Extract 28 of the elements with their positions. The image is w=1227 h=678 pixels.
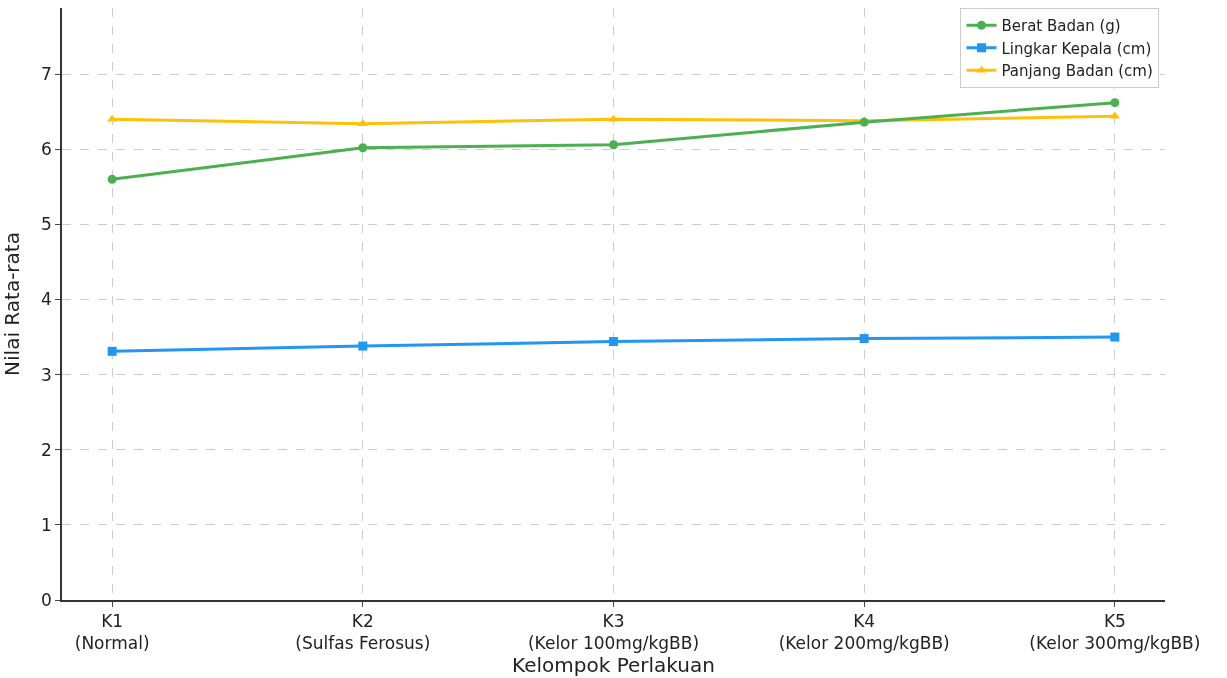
point [859,117,869,127]
x-tick-label: K4 (Kelor 200mg/kgBB) [778,611,950,654]
point [609,337,618,347]
point [609,140,618,150]
y-tick-label: 1 [41,514,52,535]
y-tick-label: 5 [41,214,52,235]
x-tick-label: K1 (Normal) [74,611,150,654]
x-tick-label: K2 (Sulfas Ferosus) [295,611,431,654]
y-tick-label: 4 [41,289,52,310]
point [1110,332,1120,342]
y-axis-title: Nilai Rata-rata [0,232,24,376]
legend-label: Lingkar Kepala (cm) [1001,39,1152,58]
y-tick-label: 6 [41,139,52,160]
point [358,143,368,153]
legend-label: Berat Badan (g) [1001,17,1121,36]
point [358,341,368,351]
point [1110,98,1120,108]
legend-label: Panjang Badan (cm) [1001,62,1153,81]
x-tick-label: K5 (Kelor 300mg/kgBB) [1029,611,1201,654]
point [107,174,117,184]
y-tick-label: 3 [41,364,52,385]
y-tick-label: 2 [41,439,52,460]
x-axis-title: Kelompok Perlakuan [512,653,715,678]
y-tick-label: 7 [41,64,52,85]
y-tick-label: 0 [41,589,52,610]
x-tick-label: K3 (Kelor 100mg/kgBB) [527,611,700,654]
point [107,346,117,356]
point [859,334,869,344]
